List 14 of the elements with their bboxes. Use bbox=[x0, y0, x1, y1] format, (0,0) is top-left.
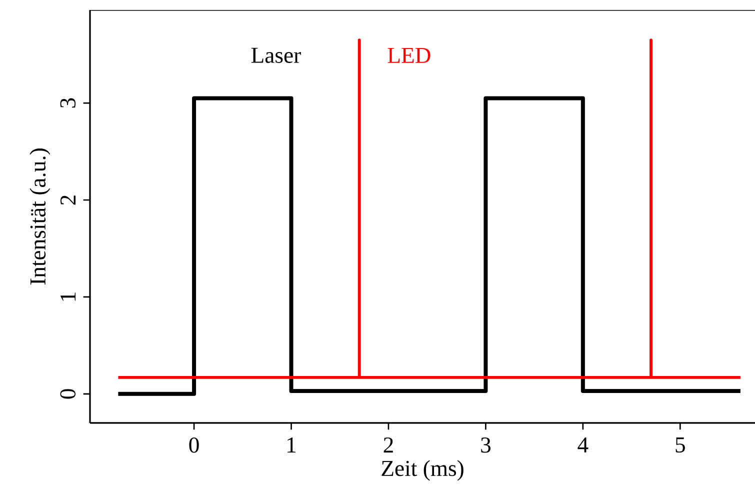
x-tick-label: 0 bbox=[189, 437, 199, 453]
y-tick-label: 0 bbox=[60, 389, 76, 399]
x-tick-label: 5 bbox=[676, 437, 685, 453]
x-tick-label: 3 bbox=[481, 437, 490, 453]
x-tick-label: 2 bbox=[384, 437, 393, 452]
y-axis-title: Intensität (a.u.) bbox=[30, 148, 50, 285]
x-tick-label: 1 bbox=[288, 437, 296, 452]
series-label: LED bbox=[388, 48, 430, 63]
x-axis-title: Zeit (ms) bbox=[382, 460, 464, 481]
y-tick-label: 2 bbox=[60, 196, 76, 205]
y-tick-label: 1 bbox=[60, 292, 76, 301]
y-tick-label: 3 bbox=[60, 98, 76, 108]
x-tick-label: 4 bbox=[578, 437, 588, 452]
series-label: Laser bbox=[251, 48, 301, 63]
